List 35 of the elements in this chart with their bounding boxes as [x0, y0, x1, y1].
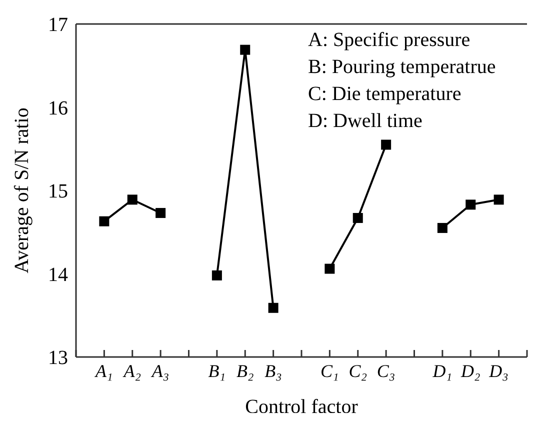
x-tick-label: D₃	[488, 360, 508, 381]
annotation: A: Specific pressure	[308, 29, 470, 51]
x-axis-title: Control factor	[245, 396, 358, 418]
point	[466, 200, 476, 210]
annotation: D: Dwell time	[308, 110, 423, 132]
point	[352, 212, 363, 223]
x-tick-label: D₁	[432, 360, 452, 381]
point	[240, 44, 250, 55]
point	[156, 208, 166, 218]
y-tick-label: 17	[48, 14, 68, 36]
x-tick-label: A₂	[122, 360, 142, 381]
point	[268, 302, 278, 313]
y-tick-label: 16	[48, 97, 68, 120]
point	[494, 194, 504, 205]
point	[212, 270, 222, 280]
x-tick-label: C₁	[320, 360, 339, 381]
x-tick-label: C₂	[348, 360, 368, 381]
x-tick-label: A₁	[94, 360, 113, 381]
point	[127, 194, 138, 205]
annotation: B: Pouring temperatrue	[308, 56, 496, 78]
x-tick-label: A₃	[150, 360, 170, 381]
x-tick-label: C₃	[376, 360, 396, 381]
point	[324, 264, 335, 274]
x-tick-label: B₂	[236, 360, 254, 381]
x-tick-label: B₁	[208, 360, 226, 381]
y-tick-label: 15	[48, 180, 68, 203]
point	[381, 140, 392, 150]
annotation: C: Die temperature	[308, 83, 462, 105]
y-tick-label: 13	[48, 347, 68, 370]
point	[99, 216, 110, 226]
point	[437, 222, 448, 233]
y-tick-label: 14	[48, 264, 68, 286]
y-axis-title: Average of S/N ratio	[11, 108, 33, 274]
x-tick-label: D₂	[460, 360, 480, 381]
x-tick-label: B₃	[264, 360, 282, 381]
